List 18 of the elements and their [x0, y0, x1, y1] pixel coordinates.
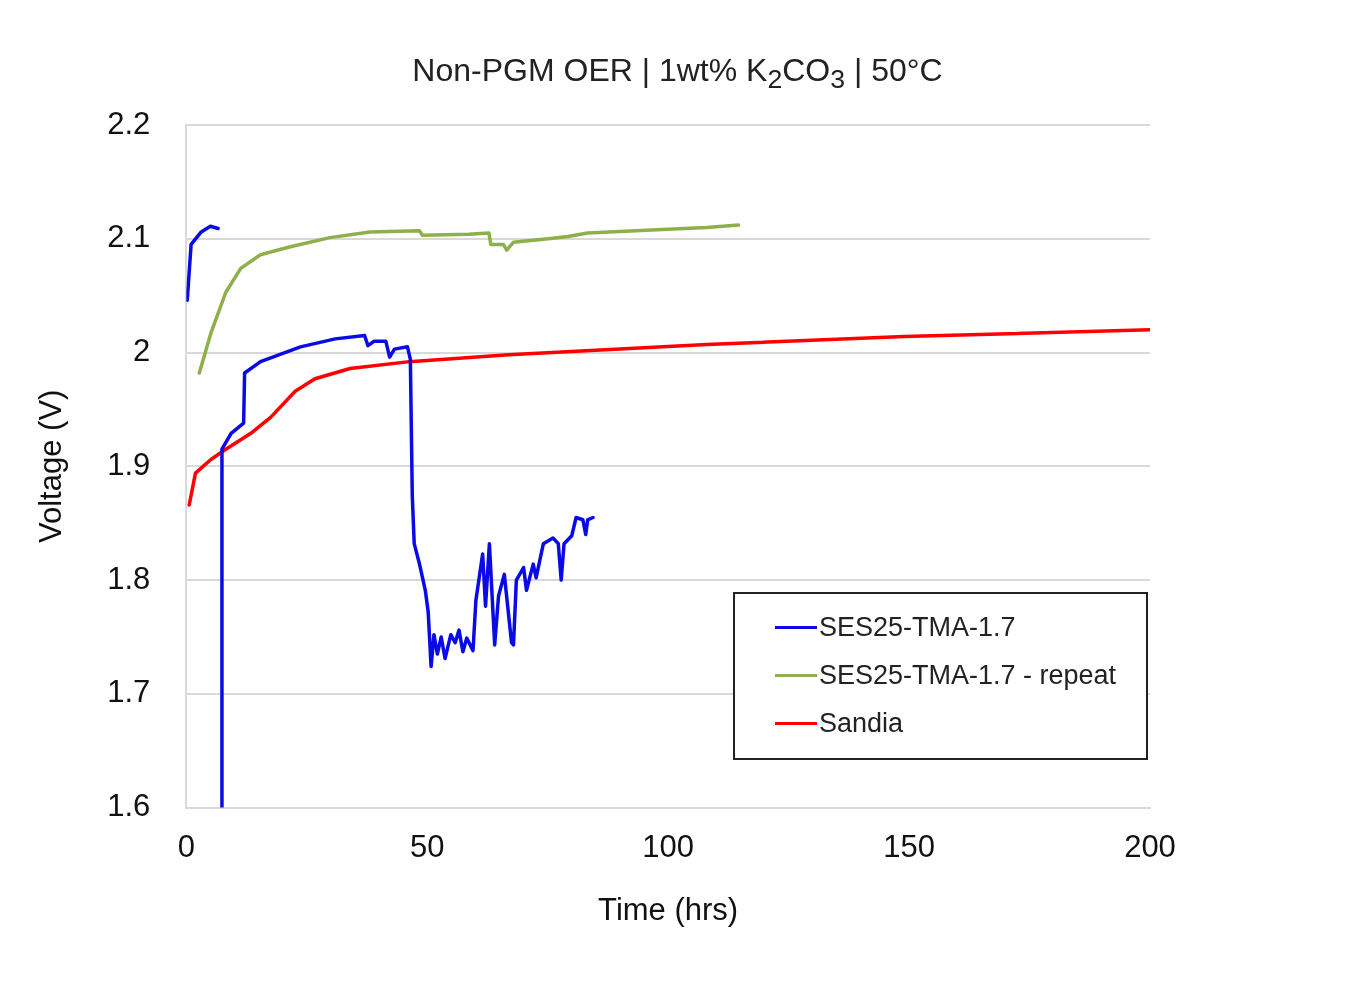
- chart-title: Non-PGM OER | 1wt% K$_{2}$CO$_{3}$ | 50°C: [411, 52, 944, 96]
- x-tick-label: 50: [409, 828, 445, 864]
- y-tick-label: 1.6: [107, 788, 151, 824]
- y-tick-label: 1.7: [107, 674, 151, 710]
- y-tick-label: 2.1: [107, 219, 151, 255]
- x-tick-label: 100: [642, 828, 695, 864]
- y-tick-label: 1.8: [107, 560, 151, 596]
- legend-label: Sandia: [819, 708, 904, 740]
- legend-label: SES25-TMA-1.7: [819, 612, 1016, 644]
- x-tick-label: 150: [883, 828, 935, 864]
- y-axis-title: Voltage (V): [33, 389, 69, 543]
- legend-label: SES25-TMA-1.7 - repeat: [819, 660, 1117, 692]
- y-tick-label: 2.2: [107, 105, 151, 141]
- x-tick-label: 0: [177, 828, 195, 864]
- y-tick-label: 2: [133, 333, 151, 369]
- x-tick-label: 200: [1124, 828, 1176, 864]
- y-tick-label: 1.9: [107, 446, 151, 482]
- x-axis-title: Time (hrs): [598, 891, 739, 927]
